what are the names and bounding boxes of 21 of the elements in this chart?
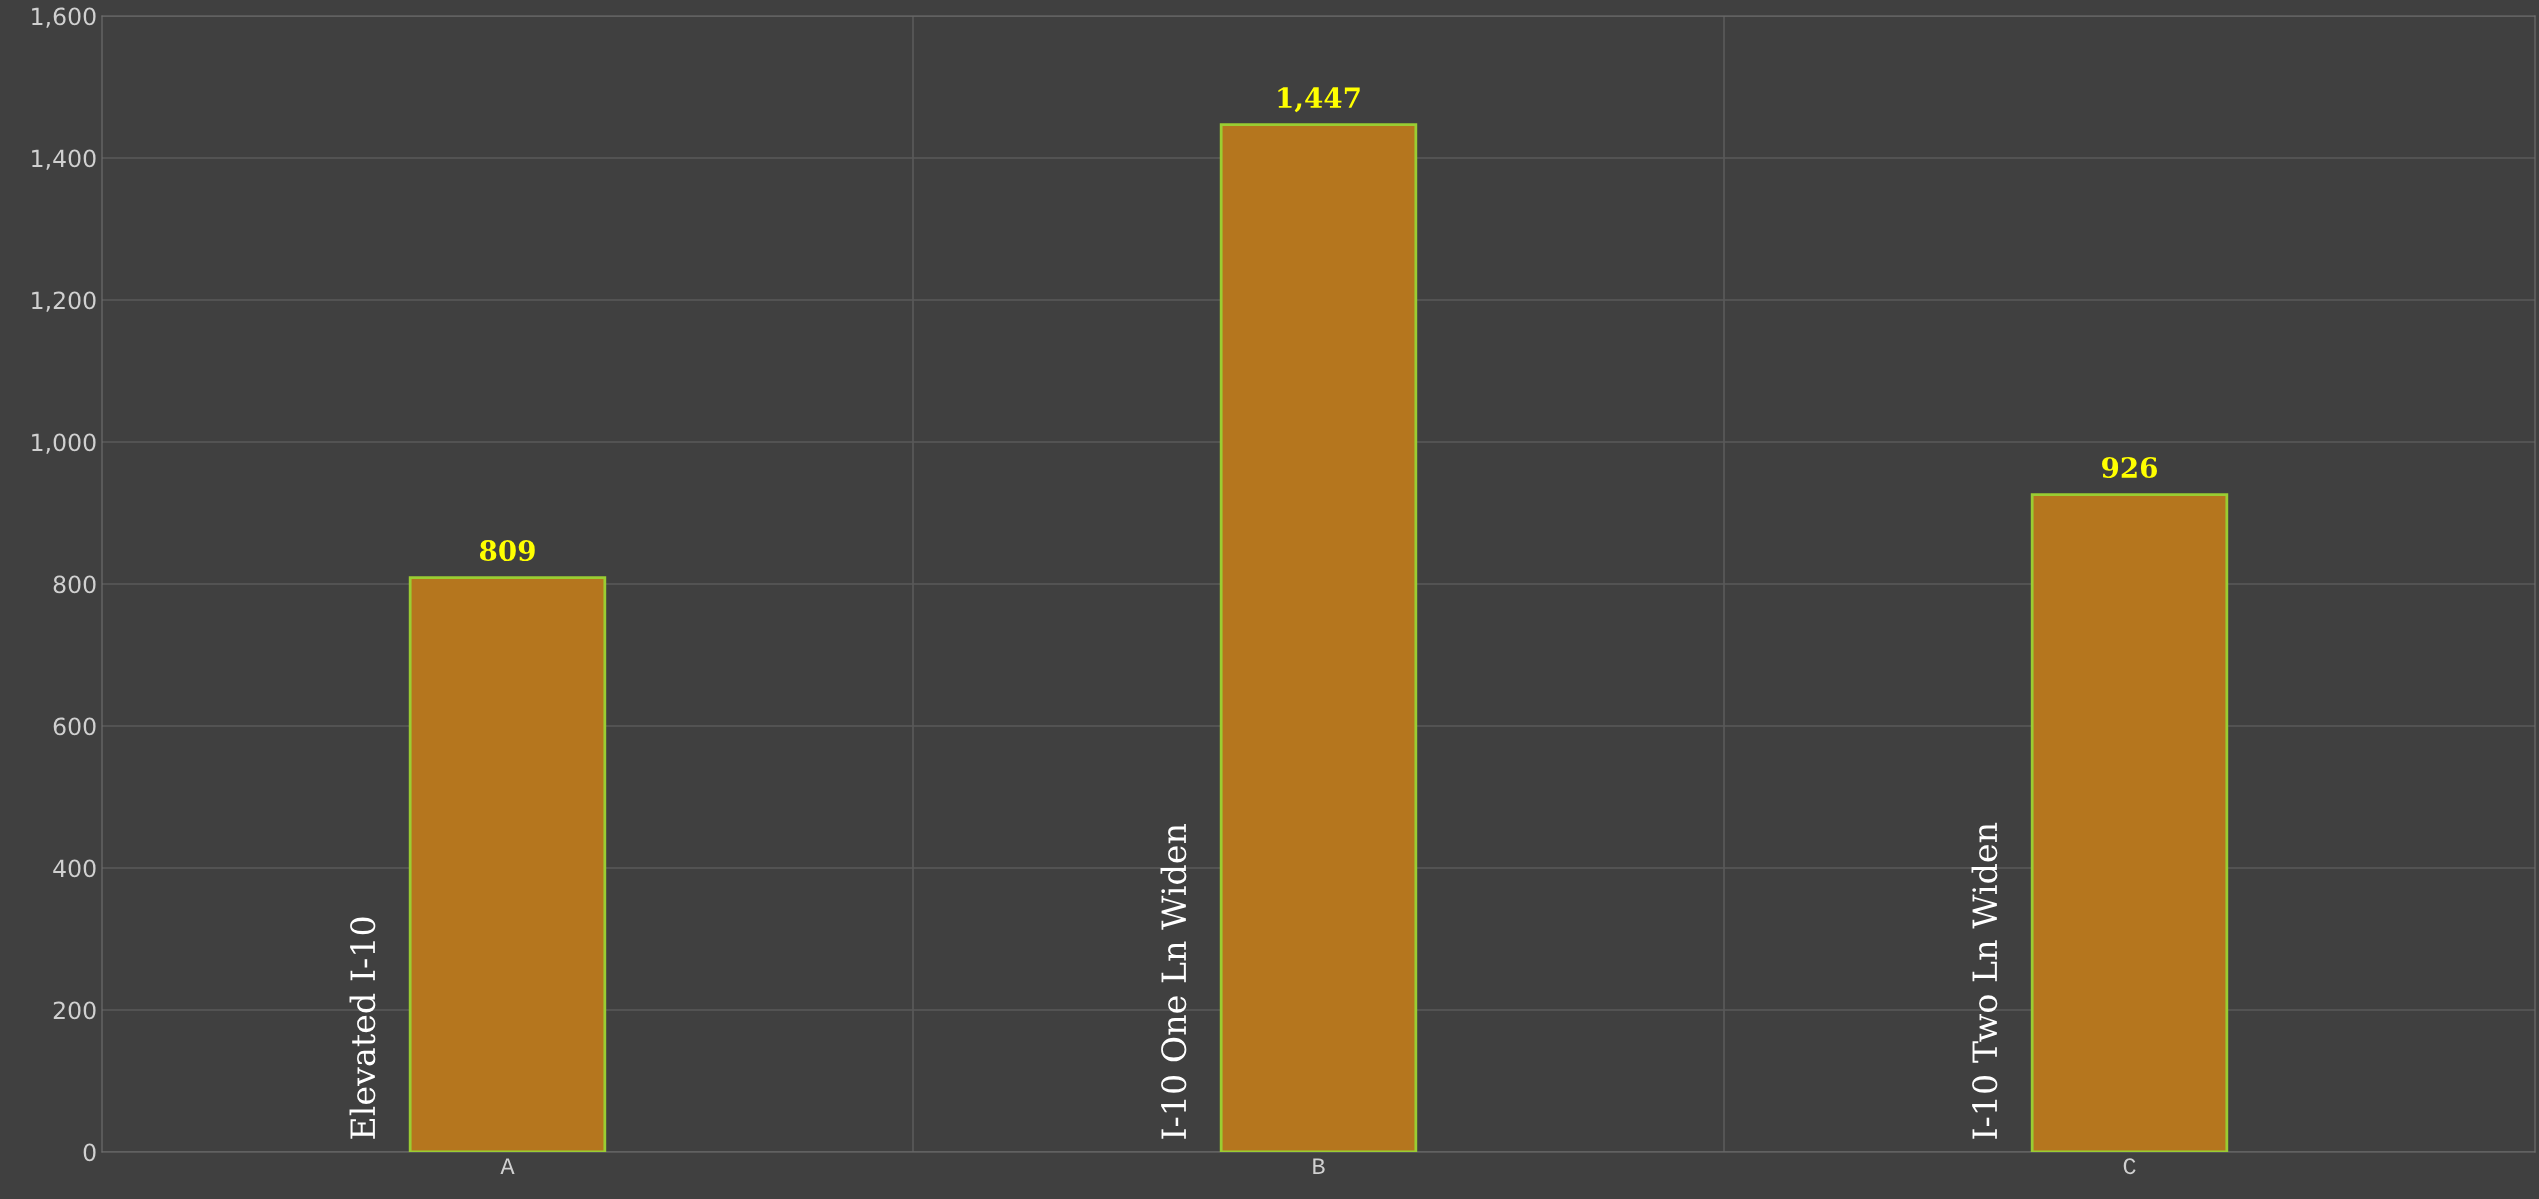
y-tick-label: 1,400: [32, 149, 96, 170]
bar: [2030, 493, 2229, 1152]
y-tick-label: 0: [83, 1143, 96, 1162]
x-tick-label: C: [2123, 1158, 2136, 1175]
x-tick-label: B: [1313, 1158, 1325, 1174]
y-tick-label: 600: [53, 717, 96, 736]
annotation: I-10 Two Ln Widen: [1971, 822, 1998, 1139]
bar: [408, 576, 607, 1152]
annotation: I-10 One Ln Widen: [1160, 823, 1187, 1139]
data-label: 809: [479, 540, 535, 562]
y-tick-label: 1,000: [32, 433, 96, 454]
y-tick-label: 400: [53, 859, 96, 878]
data-label: 1,447: [1278, 87, 1360, 113]
y-tick-label: 1,600: [32, 7, 96, 28]
x-tick-label: A: [500, 1158, 515, 1174]
y-tick-label: 200: [53, 1001, 96, 1020]
data-label: 926: [2102, 457, 2157, 479]
y-tick-label: 1,200: [32, 291, 96, 312]
annotation: Elevated I-10: [349, 917, 376, 1139]
bar: [1219, 123, 1418, 1152]
y-tick-label: 800: [53, 575, 96, 594]
